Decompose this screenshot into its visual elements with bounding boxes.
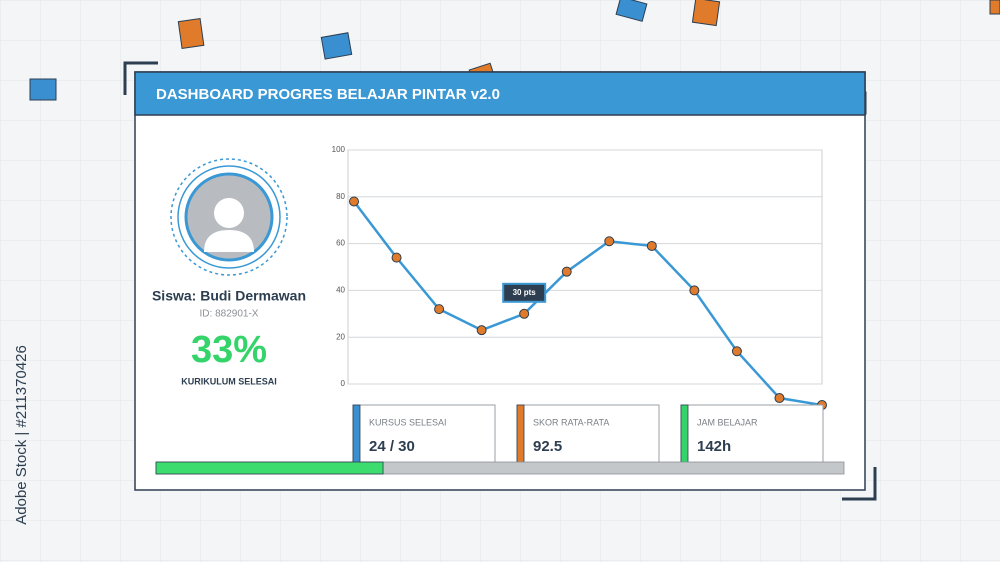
stat-stripe xyxy=(680,404,689,464)
point xyxy=(774,393,785,404)
point xyxy=(689,285,700,296)
watermark: Adobe Stock | #211370426 xyxy=(13,345,30,525)
point xyxy=(646,240,657,251)
y-tick-label: 100 xyxy=(332,145,346,154)
progress-fill xyxy=(155,461,384,475)
student-name: Siswa: Budi Dermawan xyxy=(152,288,306,304)
corner-bracket xyxy=(123,61,158,95)
stat-stripe xyxy=(516,404,525,464)
y-tick-label: 60 xyxy=(336,239,345,248)
point xyxy=(434,304,445,315)
window-title: DASHBOARD PROGRES BELAJAR PINTAR v2.0 xyxy=(156,86,500,103)
y-tick-label: 20 xyxy=(336,332,345,341)
progress-percent: 33% xyxy=(191,329,267,371)
stat-label: KURSUS SELESAI xyxy=(369,417,447,427)
student-id: ID: 882901-X xyxy=(200,309,259,320)
stat-card xyxy=(680,404,824,464)
progress-caption: KURIKULUM SELESAI xyxy=(181,376,277,386)
avatar xyxy=(170,158,288,276)
point xyxy=(731,346,742,357)
point xyxy=(391,252,402,263)
line xyxy=(353,200,823,407)
stat-value: 24 / 30 xyxy=(369,438,415,455)
point xyxy=(561,266,572,277)
y-tick-label: 80 xyxy=(336,192,345,201)
y-tick-label: 40 xyxy=(336,286,345,295)
corner-bracket xyxy=(842,467,877,501)
stat-value: 142h xyxy=(697,438,731,455)
y-tick-label: 0 xyxy=(341,379,346,388)
point xyxy=(476,325,487,336)
stat-value: 92.5 xyxy=(533,438,562,455)
window-header xyxy=(134,71,866,116)
tooltip xyxy=(502,282,547,303)
tooltip-text: 30 pts xyxy=(513,288,537,297)
stat-label: SKOR RATA-RATA xyxy=(533,417,609,427)
stat-card xyxy=(352,404,496,464)
point xyxy=(604,236,615,247)
stat-card xyxy=(516,404,660,464)
point xyxy=(519,308,530,319)
point xyxy=(349,196,359,207)
stat-stripe xyxy=(352,404,361,464)
stat-label: JAM BELAJAR xyxy=(697,417,758,427)
